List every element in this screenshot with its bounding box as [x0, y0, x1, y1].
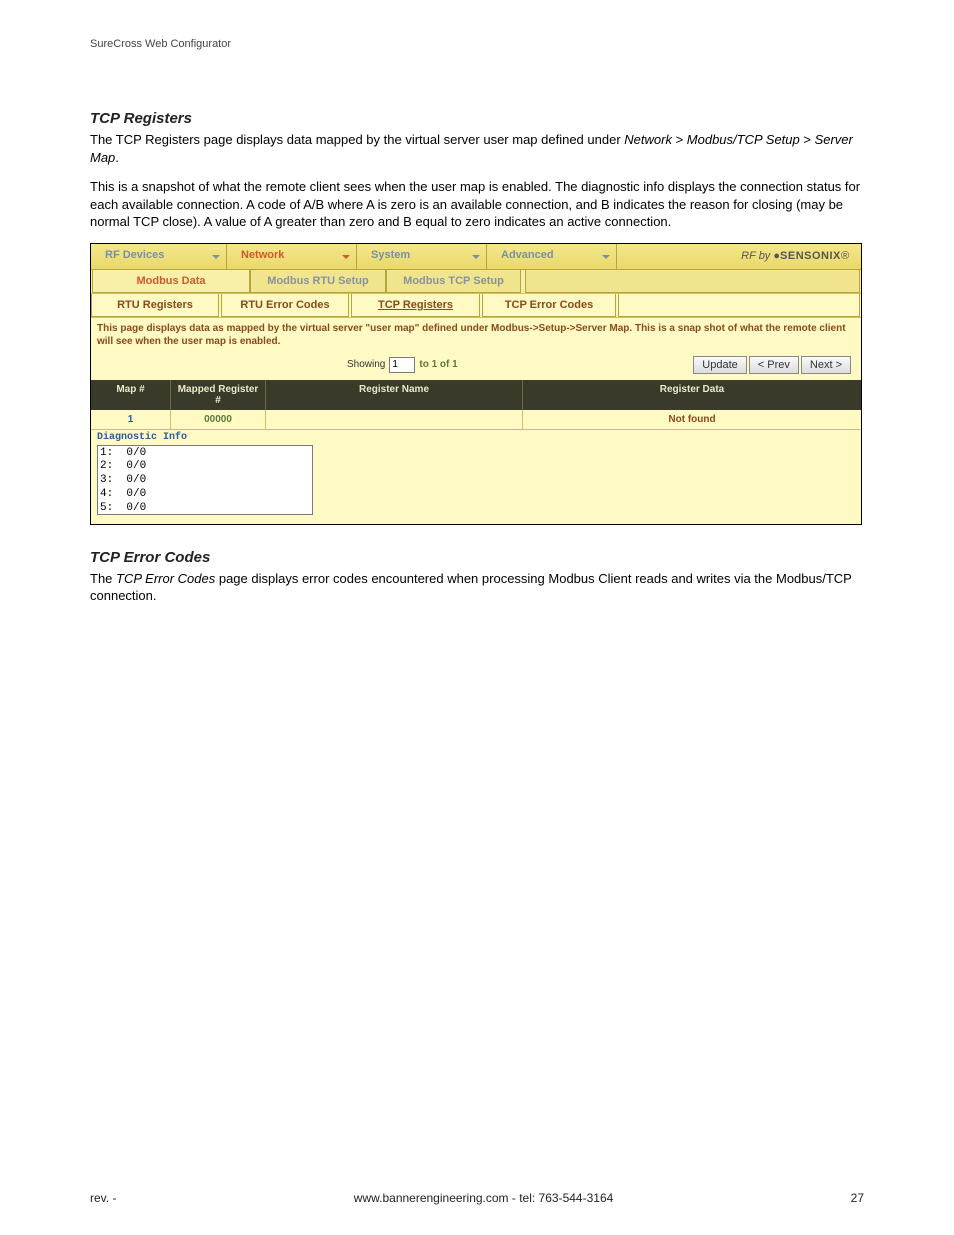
prev-button[interactable]: < Prev [749, 356, 799, 374]
tab-tcp-registers[interactable]: TCP Registers [351, 294, 480, 317]
tab-rf-devices[interactable]: RF Devices [91, 244, 227, 269]
update-button[interactable]: Update [693, 356, 746, 374]
tab-rtu-registers[interactable]: RTU Registers [91, 294, 219, 317]
cell-data: Not found [523, 410, 861, 429]
tab-tcp-error-codes[interactable]: TCP Error Codes [482, 294, 616, 317]
page-footer: rev. - www.bannerengineering.com - tel: … [90, 1191, 864, 1205]
brand-logo: SENSONIX [780, 250, 841, 262]
col-register-data: Register Data [523, 380, 861, 410]
p1gt2: > [800, 132, 815, 147]
showing-label: Showing [347, 359, 385, 370]
section-title-tcp-registers: TCP Registers [90, 110, 864, 127]
p2i: TCP Error Codes [116, 571, 215, 586]
section2-para: The TCP Error Codes page displays error … [90, 570, 864, 605]
p1-mts: Modbus/TCP Setup [687, 132, 800, 147]
subsub-blank [618, 294, 860, 317]
showing-input[interactable] [389, 357, 415, 373]
tab-system[interactable]: System [357, 244, 487, 269]
diagnostic-panel: Diagnostic Info [91, 430, 861, 524]
brand-prefix: RF by [741, 250, 773, 262]
p1gt1: > [672, 132, 687, 147]
section1-para2: This is a snapshot of what the remote cl… [90, 178, 864, 231]
brand-label: RF by ●SENSONIX® [741, 250, 849, 262]
footer-center: www.bannerengineering.com - tel: 763-544… [116, 1191, 850, 1205]
page-description: This page displays data as mapped by the… [91, 318, 861, 350]
col-register-name: Register Name [266, 380, 523, 410]
subtab-tcp-setup[interactable]: Modbus TCP Setup [386, 270, 521, 293]
footer-right: 27 [851, 1191, 864, 1205]
footer-left: rev. - [90, 1191, 116, 1205]
p1a: The TCP Registers page displays data map… [90, 132, 624, 147]
p1-network: Network [624, 132, 672, 147]
col-mapped-register: Mapped Register # [171, 380, 266, 410]
col-map: Map # [91, 380, 171, 410]
section-title-tcp-error-codes: TCP Error Codes [90, 549, 864, 566]
next-button[interactable]: Next > [801, 356, 851, 374]
section1-para1: The TCP Registers page displays data map… [90, 131, 864, 166]
screenshot-panel: RF Devices Network System Advanced RF by… [90, 243, 862, 525]
tab-advanced[interactable]: Advanced [487, 244, 617, 269]
cell-reg: 00000 [171, 410, 266, 429]
subtab-blank [525, 270, 860, 293]
subsub-tab-row: RTU Registers RTU Error Codes TCP Regist… [91, 294, 861, 318]
top-tab-row: RF Devices Network System Advanced RF by… [91, 244, 861, 270]
table-row: 1 00000 Not found [91, 410, 861, 430]
subtab-rtu-setup[interactable]: Modbus RTU Setup [250, 270, 386, 293]
diagnostic-text[interactable] [97, 445, 313, 515]
showing-count: to 1 of 1 [419, 359, 457, 370]
cell-map: 1 [91, 410, 171, 429]
p1end: . [115, 150, 119, 165]
subtab-modbus-data[interactable]: Modbus Data [92, 270, 250, 293]
sub-tab-row: Modbus Data Modbus RTU Setup Modbus TCP … [91, 270, 861, 294]
tab-network[interactable]: Network [227, 244, 357, 269]
cell-name [266, 410, 523, 429]
tab-rtu-error-codes[interactable]: RTU Error Codes [221, 294, 349, 317]
diagnostic-title: Diagnostic Info [97, 432, 855, 443]
table-header: Map # Mapped Register # Register Name Re… [91, 380, 861, 410]
pager-row: Showing to 1 of 1 Update < Prev Next > [91, 350, 861, 380]
p2a: The [90, 571, 116, 586]
doc-header: SureCross Web Configurator [90, 38, 864, 50]
